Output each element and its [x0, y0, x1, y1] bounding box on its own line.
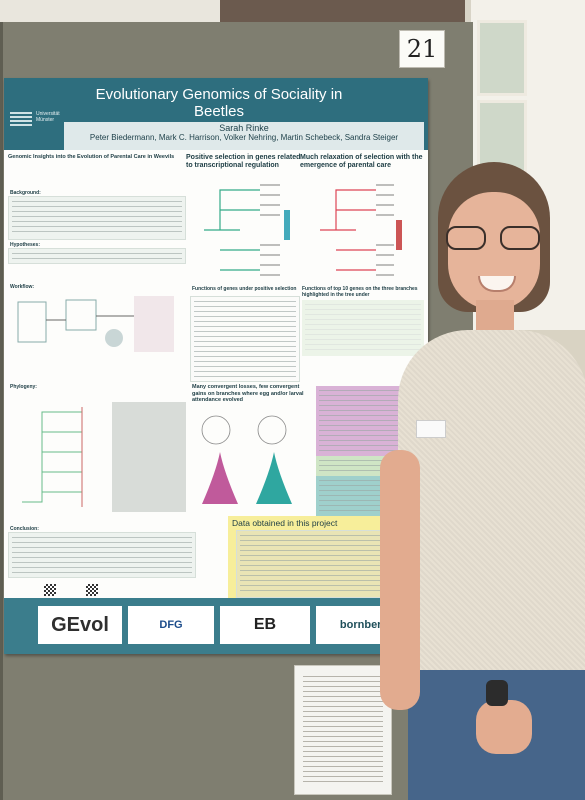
- author-list: Peter Biedermann, Mark C. Harrison, Volk…: [89, 133, 399, 142]
- data-table: [236, 530, 390, 598]
- arm: [380, 450, 420, 710]
- genes-positive-heading: Functions of genes under positive select…: [192, 286, 297, 292]
- university-logo: Universität Münster: [10, 110, 72, 132]
- brick-wall: [220, 0, 470, 22]
- qr-code: [86, 584, 98, 596]
- gevol-logo: GEvol: [38, 606, 122, 644]
- scientific-poster: Universität Münster Evolutionary Genomic…: [4, 78, 428, 654]
- convergent-plots: [201, 415, 292, 504]
- workflow-diagram: [17, 296, 174, 352]
- top-genes-list: [302, 300, 424, 356]
- phylogeny-heading: Phylogeny:: [10, 384, 37, 390]
- positive-genes-list: [190, 296, 300, 382]
- workflow-heading: Workflow:: [10, 284, 35, 290]
- relaxation-tree: [320, 184, 402, 276]
- hand: [476, 700, 532, 754]
- board-number-card: 21: [399, 30, 445, 68]
- knit-sweater: [398, 330, 585, 690]
- phylogeny-tree: [22, 402, 186, 512]
- hypotheses-heading: Hypotheses:: [10, 242, 41, 248]
- positive-selection-heading: Positive selection in genes related to t…: [186, 154, 301, 169]
- poster-footer: GEvol DFG EB bornberglab: [4, 598, 428, 654]
- conclusion-text: [8, 532, 196, 578]
- data-title: Data obtained in this project: [232, 518, 338, 528]
- background-text: [8, 196, 186, 240]
- poster-authors: Sarah Rinke Peter Biedermann, Mark C. Ha…: [64, 122, 424, 150]
- poster-header: Universität Münster Evolutionary Genomic…: [4, 78, 428, 150]
- convergent-heading: Many convergent losses, few convergent g…: [192, 384, 304, 403]
- top-genes-heading: Functions of top 10 genes on the three b…: [302, 286, 418, 298]
- background-heading: Background:: [10, 190, 41, 196]
- conclusion-heading: Conclusion:: [10, 526, 39, 532]
- presenter-person: [380, 150, 585, 800]
- poster-subtitle: Genomic Insights into the Evolution of P…: [8, 154, 175, 160]
- watch-icon: [486, 680, 508, 706]
- eb-logo: EB: [220, 606, 310, 644]
- positive-selection-tree: [204, 184, 290, 276]
- presenter-name: Sarah Rinke: [219, 123, 269, 133]
- handout-sheet: [294, 665, 392, 795]
- hypotheses-text: [8, 248, 186, 264]
- glasses-icon: [442, 226, 546, 252]
- name-badge: [416, 420, 446, 438]
- dfg-logo: DFG: [128, 606, 214, 644]
- poster-title: Evolutionary Genomics of Sociality in Be…: [95, 86, 343, 120]
- relaxation-heading: Much relaxation of selection with the em…: [300, 154, 423, 169]
- qr-code: [44, 584, 56, 596]
